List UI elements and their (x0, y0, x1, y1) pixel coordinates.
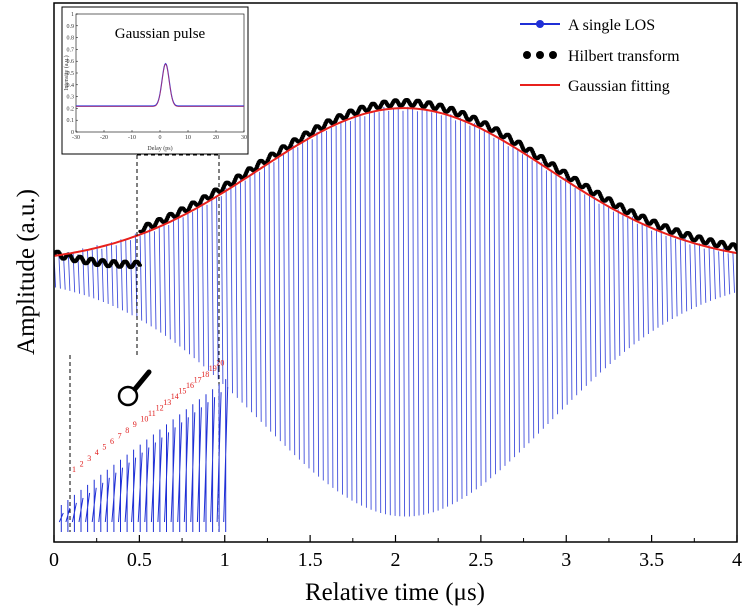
pulse-label-17: 17 (194, 375, 202, 384)
pulse-label-14: 14 (171, 392, 179, 401)
x-tick-label-4: 2 (391, 549, 401, 571)
pulse-label-13: 13 (163, 398, 171, 407)
x-tick-label-5: 2.5 (468, 549, 493, 571)
legend-marker-los (536, 20, 544, 28)
pulse-label-1: 1 (72, 465, 76, 474)
pulse-ytick-label-6: 0.6 (67, 59, 75, 65)
zoom-pulses (58, 379, 229, 532)
legend: A single LOS Hilbert transform Gaussian … (520, 17, 680, 95)
pulse-label-9: 9 (133, 420, 137, 429)
pulse-xtick-label-3: 0 (159, 135, 162, 141)
x-tick-label-7: 3.5 (639, 549, 664, 571)
pulse-ytick-label-10: 1 (71, 12, 74, 18)
x-tick-label-6: 3 (561, 549, 571, 571)
pulse-curve-fit (76, 63, 244, 107)
pulse-label-3: 3 (87, 454, 91, 463)
pulse-ytick-label-9: 0.9 (67, 24, 75, 30)
pulse-ytick-label-8: 0.8 (67, 36, 75, 42)
legend-entry-hilbert: Hilbert transform (523, 48, 680, 65)
series-single-los (54, 106, 735, 517)
pulse-ytick-label-0: 0 (71, 130, 74, 136)
pulse-label-8: 8 (125, 426, 129, 435)
pulse-y-ticks: 0 0.1 0.2 0.3 0.4 0.5 0.6 0.7 0.8 0.9 1 (67, 12, 78, 136)
pulse-xtick-label-6: 30 (241, 135, 247, 141)
x-tick-label-1: 0.5 (127, 549, 152, 571)
pulse-label-16: 16 (186, 381, 194, 390)
legend-label-gaussian: Gaussian fitting (568, 78, 670, 95)
pulse-ytick-label-4: 0.4 (67, 83, 75, 89)
los-waveform (54, 106, 735, 517)
pulse-ytick-label-5: 0.5 (67, 71, 75, 77)
zoom-waveform (58, 379, 229, 532)
pulse-xtick-label-0: -30 (72, 135, 80, 141)
pulse-label-10: 10 (140, 415, 148, 424)
x-tick-label-8: 4 (732, 549, 742, 571)
pulse-ytick-label-7: 0.7 (67, 47, 75, 53)
zoom-selection-box (136, 154, 220, 368)
legend-dot-1 (523, 51, 531, 59)
legend-entry-single-los: A single LOS (520, 17, 655, 34)
pulse-label-20: 20 (216, 359, 224, 368)
pulse-ytick-label-2: 0.2 (67, 106, 75, 112)
pulse-x-ticks: -30 -20 -10 0 10 20 30 (72, 130, 247, 141)
pulse-xtick-label-1: -20 (100, 135, 108, 141)
magnifier-icon (117, 369, 152, 407)
pulse-xtick-label-2: -10 (128, 135, 136, 141)
pulse-xtick-label-4: 10 (185, 135, 191, 141)
x-tick-label-0: 0 (49, 549, 59, 571)
legend-dot-2 (536, 51, 544, 59)
x-tick-label-2: 1 (220, 549, 230, 571)
pulse-ytick-label-3: 0.3 (67, 95, 75, 101)
pulse-label-4: 4 (95, 448, 99, 457)
x-tick-label-3: 1.5 (298, 549, 323, 571)
gaussian-fit-curve (54, 107, 737, 257)
gaussian-pulse-inset: Gaussian pulse 0 0.1 0.2 0.3 0.4 0.5 0.6 0.7 0.8… (61, 6, 249, 155)
legend-dot-3 (549, 51, 557, 59)
x-axis-ticks: 0 0.5 1 1.5 2 2.5 3 3.5 4 (49, 535, 742, 571)
pulse-inset-frame (61, 6, 249, 155)
pulse-label-12: 12 (156, 403, 164, 412)
series-gaussian-fitting (54, 107, 737, 257)
pulse-label-5: 5 (102, 443, 106, 452)
pulse-x-label: Delay (ps) (147, 145, 172, 152)
pulse-label-2: 2 (80, 459, 84, 468)
pulse-ytick-label-1: 0.1 (67, 118, 75, 124)
pulse-label-18: 18 (201, 370, 209, 379)
pulse-label-6: 6 (110, 437, 114, 446)
pulse-inset-title: Gaussian pulse (115, 26, 206, 42)
legend-label-los: A single LOS (568, 17, 655, 34)
pulse-xtick-label-5: 20 (213, 135, 219, 141)
y-axis-title: Amplitude (a.u.) (13, 189, 40, 355)
pulse-label-15: 15 (178, 387, 186, 396)
pulse-label-7: 7 (118, 431, 122, 440)
pulse-y-label: Intensity (a.u.) (63, 55, 70, 90)
pulse-label-11: 11 (148, 409, 156, 418)
x-axis-title: Relative time (μs) (305, 579, 485, 606)
legend-label-hilbert: Hilbert transform (568, 48, 680, 65)
pulse-label-19: 19 (209, 364, 217, 373)
legend-entry-gaussian: Gaussian fitting (520, 78, 670, 95)
